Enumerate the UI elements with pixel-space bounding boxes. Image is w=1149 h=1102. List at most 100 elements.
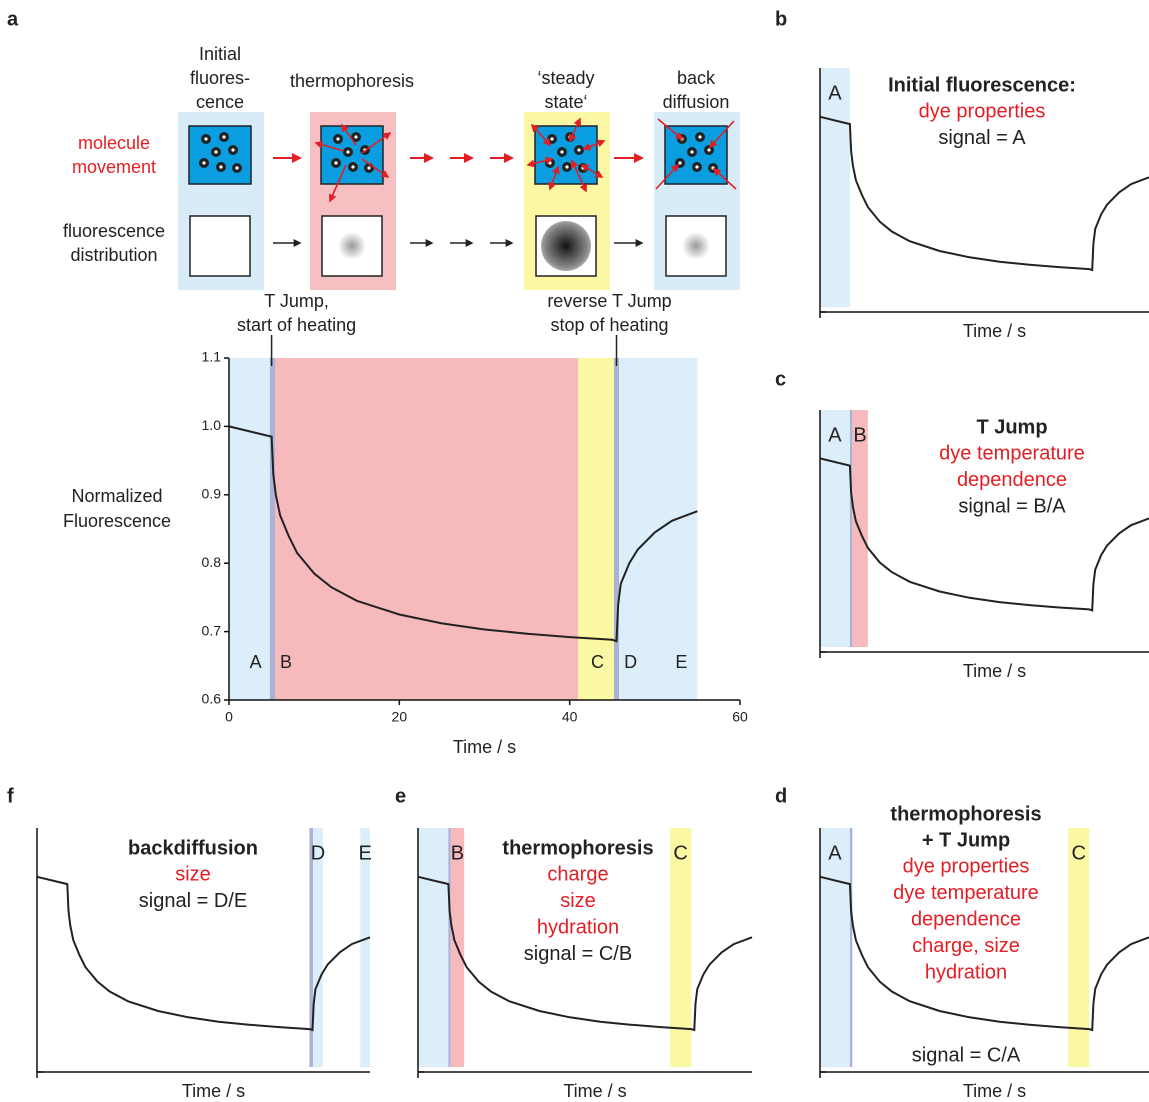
region-label: A (250, 652, 262, 672)
panel-label: a (7, 8, 19, 30)
y-tick-label: 0.8 (202, 554, 222, 570)
panel-detail: dye properties (919, 100, 1046, 122)
stage-header: thermophoresis (290, 71, 414, 91)
stage-header: Initial (199, 44, 241, 64)
molecule-core (336, 137, 339, 140)
panel-title: + T Jump (922, 829, 1010, 851)
panel-detail: dependence (911, 908, 1021, 930)
region-label: A (828, 842, 842, 864)
annotation: T Jump, (264, 291, 329, 311)
x-axis-label: Time / s (563, 1081, 626, 1101)
annotation: reverse T Jump (547, 291, 671, 311)
molecule-core (235, 166, 238, 169)
y-tick-label: 0.7 (202, 622, 222, 638)
annotation: start of heating (237, 315, 356, 335)
stage-header: fluores- (190, 68, 250, 88)
fluorescence-spot (338, 232, 366, 260)
region-label: E (358, 842, 371, 864)
region (229, 358, 272, 700)
x-tick-label: 20 (392, 709, 408, 725)
region (275, 358, 578, 700)
x-axis-label: Time / s (963, 321, 1026, 341)
stage-header: diffusion (663, 92, 730, 112)
panel-label: f (7, 785, 14, 807)
molecule-core (698, 135, 701, 138)
region-label: A (828, 82, 842, 104)
panel-detail: dependence (957, 469, 1067, 491)
fluorescence-box (190, 216, 250, 276)
region (418, 828, 448, 1067)
panel-title: thermophoresis (890, 803, 1041, 825)
region (578, 358, 614, 700)
region (850, 828, 852, 1067)
region (270, 358, 275, 700)
molecule-core (334, 161, 337, 164)
y-tick-label: 1.0 (202, 417, 222, 433)
region-label: B (853, 424, 866, 446)
panel-signal: signal = A (938, 127, 1026, 149)
y-tick-label: 0.9 (202, 486, 222, 502)
region-label: E (675, 652, 687, 672)
molecule-core (707, 148, 710, 151)
panel-detail: size (175, 863, 211, 885)
panel-title: backdiffusion (128, 837, 258, 859)
panel-detail: charge (547, 863, 608, 885)
row-label: molecule (78, 133, 150, 153)
panel-detail: hydration (925, 961, 1007, 983)
region-label: A (828, 424, 842, 446)
region (850, 410, 852, 647)
molecule-core (550, 137, 553, 140)
stage-header: cence (196, 92, 244, 112)
y-axis-label: Fluorescence (63, 511, 171, 531)
panel-detail: dye temperature (939, 442, 1085, 464)
fluorescence-spot (541, 221, 591, 271)
x-axis-label: Time / s (963, 1081, 1026, 1101)
molecule-core (548, 161, 551, 164)
row-label: movement (72, 157, 156, 177)
stage-header: back (677, 68, 716, 88)
y-axis-label: Normalized (71, 486, 162, 506)
panel-title: T Jump (976, 416, 1047, 438)
panel-label: e (395, 785, 406, 807)
panel-signal: signal = B/A (958, 495, 1066, 517)
panel-signal: signal = D/E (139, 890, 247, 912)
panel-label: c (775, 368, 786, 390)
fluorescence-spot (682, 232, 710, 260)
molecule-core (354, 135, 357, 138)
x-tick-label: 40 (562, 709, 578, 725)
region (614, 358, 619, 700)
x-axis-label: Time / s (182, 1081, 245, 1101)
molecule-core (577, 148, 580, 151)
figure: Initial fluores-cence thermophoresis ‘stead… (0, 0, 1149, 1102)
molecule-core (351, 165, 354, 168)
molecule-core (367, 166, 370, 169)
region-label: B (451, 842, 464, 864)
molecule-core (204, 137, 207, 140)
panel-title: thermophoresis (502, 837, 653, 859)
region-label: B (280, 652, 292, 672)
panel-detail: charge, size (912, 935, 1020, 957)
molecule-core (202, 161, 205, 164)
annotation: stop of heating (550, 315, 668, 335)
molecule-core (214, 150, 217, 153)
panel-detail: size (560, 890, 596, 912)
x-tick-label: 60 (732, 709, 748, 725)
x-axis-label: Time / s (963, 661, 1026, 681)
molecule-core (690, 150, 693, 153)
panel-label: b (775, 8, 787, 30)
panel-title: Initial fluorescence: (888, 74, 1076, 96)
region-label: D (311, 842, 325, 864)
panel-detail: dye temperature (893, 882, 1039, 904)
stage-header: ‘steady (537, 68, 594, 88)
panel-label: d (775, 785, 787, 807)
y-tick-label: 1.1 (202, 349, 222, 365)
stage-header: state‘ (544, 92, 587, 112)
panel-signal: signal = C/B (524, 943, 632, 965)
molecule-core (678, 161, 681, 164)
molecule-core (222, 135, 225, 138)
row-label: fluorescence (63, 221, 165, 241)
panel-detail: hydration (537, 916, 619, 938)
y-tick-label: 0.6 (202, 691, 222, 707)
region-label: C (591, 652, 604, 672)
molecule-core (565, 165, 568, 168)
